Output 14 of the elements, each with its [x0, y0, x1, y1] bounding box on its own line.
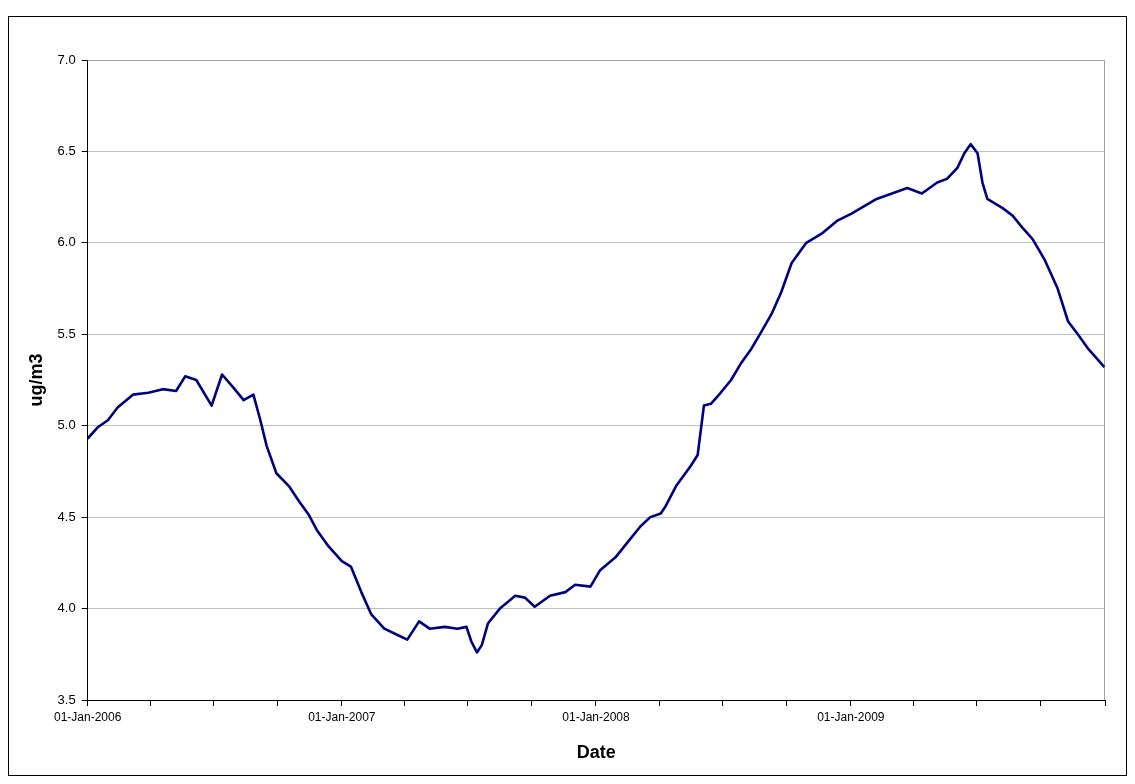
x-tick-label: 01-Jan-2008 [562, 709, 630, 724]
y-tick-label: 4.5 [57, 508, 76, 524]
x-tick-label: 01-Jan-2006 [53, 709, 122, 724]
y-tick-label: 7.0 [57, 51, 76, 67]
y-tick-label: 5.5 [57, 325, 76, 341]
x-tick-label: 01-Jan-2007 [308, 709, 376, 724]
x-tick-label: 01-Jan-2009 [817, 709, 885, 724]
y-tick-label: 5.0 [57, 417, 76, 433]
y-tick-label: 6.0 [57, 234, 76, 250]
x-axis-title: Date [576, 742, 616, 763]
y-tick-label: 4.0 [57, 600, 76, 616]
y-tick-label: 6.5 [57, 143, 76, 159]
y-tick-label: 3.5 [57, 691, 76, 707]
y-axis-title: ug/m3 [25, 353, 46, 407]
